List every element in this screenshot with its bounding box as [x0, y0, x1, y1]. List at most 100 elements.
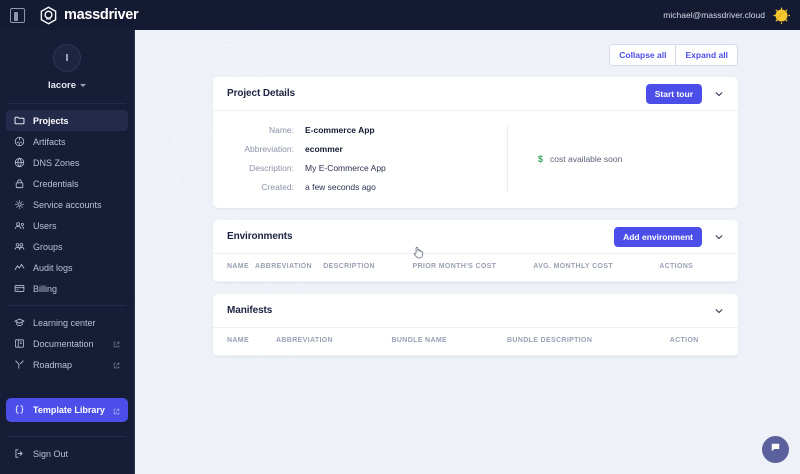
- body-row: I Iacore Projects Artifacts: [0, 30, 800, 474]
- lock-icon: [14, 178, 25, 189]
- project-details-card: Project Details Start tour Name: E-comme…: [213, 77, 738, 208]
- col-abbreviation: ABBREVIATION: [255, 254, 324, 282]
- chevron-down-icon[interactable]: [714, 89, 724, 99]
- start-tour-button[interactable]: Start tour: [645, 83, 702, 104]
- sidebar-item-label: Roadmap: [33, 359, 73, 370]
- chevron-down-icon[interactable]: [714, 232, 724, 242]
- sidebar-nav-primary: Projects Artifacts DNS Zones Credentials: [0, 110, 134, 299]
- expand-all-button[interactable]: Expand all: [675, 45, 737, 65]
- col-bundle-name: BUNDLE NAME: [391, 328, 507, 356]
- main-content: Collapse all Expand all Project Details …: [135, 30, 800, 474]
- user-avatar-icon[interactable]: [773, 6, 791, 25]
- col-bundle-description: BUNDLE DESCRIPTION: [507, 328, 670, 356]
- manifests-card: Manifests NAME ABBREVIATION BUNDLE NAME: [213, 294, 738, 356]
- environments-header: Environments Add environment: [213, 220, 738, 254]
- template-library-wrap: Template Library: [0, 398, 134, 422]
- sidebar-nav-secondary: Learning center Documentation Roadmap: [0, 312, 134, 375]
- manifests-table: NAME ABBREVIATION BUNDLE NAME BUNDLE DES…: [213, 328, 738, 356]
- sidebar-item-label: Sign Out: [33, 448, 69, 459]
- main-inner: Collapse all Expand all Project Details …: [135, 30, 800, 474]
- field-abbreviation: Abbreviation: ecommer: [227, 144, 507, 154]
- field-label: Abbreviation:: [244, 144, 294, 154]
- groups-icon: [14, 241, 25, 252]
- collapse-all-button[interactable]: Collapse all: [610, 45, 676, 65]
- sign-out-wrap: Sign Out: [0, 437, 134, 474]
- field-value: ecommer: [305, 144, 343, 154]
- sidebar-item-label: Learning center: [33, 317, 96, 328]
- sidebar-item-projects[interactable]: Projects: [6, 110, 128, 131]
- col-actions: ACTIONS: [659, 254, 738, 282]
- chevron-down-icon: [80, 84, 86, 87]
- field-name: Name: E-commerce App: [227, 125, 507, 135]
- book-icon: [14, 338, 25, 349]
- external-link-icon: [113, 340, 120, 348]
- roadmap-icon: [14, 359, 25, 370]
- cost-row: $ cost available soon: [538, 154, 622, 164]
- sidebar-item-label: Documentation: [33, 338, 94, 349]
- col-name: NAME: [213, 328, 276, 356]
- sidebar-item-label: Template Library: [33, 405, 105, 415]
- sidebar-item-label: Service accounts: [33, 199, 102, 210]
- sidebar-item-dns-zones[interactable]: DNS Zones: [6, 152, 128, 173]
- massdriver-logo-icon: [39, 5, 58, 25]
- sidebar-item-billing[interactable]: Billing: [6, 278, 128, 299]
- manifests-title: Manifests: [227, 305, 273, 316]
- top-bar: massdriver michael@massdriver.cloud: [0, 0, 800, 30]
- sidebar: I Iacore Projects Artifacts: [0, 30, 135, 474]
- field-value: E-commerce App: [305, 125, 375, 135]
- chat-widget-button[interactable]: [762, 436, 789, 463]
- chat-bubble-icon: [769, 441, 782, 459]
- sidebar-item-credentials[interactable]: Credentials: [6, 173, 128, 194]
- sidebar-item-users[interactable]: Users: [6, 215, 128, 236]
- field-value: a few seconds ago: [305, 182, 376, 192]
- project-details-body: Name: E-commerce App Abbreviation: ecomm…: [213, 111, 738, 208]
- environments-title: Environments: [227, 231, 293, 242]
- sidebar-item-label: Groups: [33, 241, 63, 252]
- topbar-right: michael@massdriver.cloud: [663, 6, 791, 25]
- brand-name: massdriver: [64, 7, 139, 23]
- sidebar-item-artifacts[interactable]: Artifacts: [6, 131, 128, 152]
- environments-table: NAME ABBREVIATION DESCRIPTION PRIOR MONT…: [213, 254, 738, 282]
- sidebar-item-service-accounts[interactable]: Service accounts: [6, 194, 128, 215]
- field-description: Description: My E-Commerce App: [227, 163, 507, 173]
- org-switcher[interactable]: Iacore: [48, 80, 86, 91]
- field-label: Name:: [268, 125, 294, 135]
- manifests-header: Manifests: [213, 294, 738, 328]
- environments-card: Environments Add environment NAME ABBREV…: [213, 220, 738, 282]
- sidebar-item-documentation[interactable]: Documentation: [6, 333, 128, 354]
- field-value: My E-Commerce App: [305, 163, 386, 173]
- col-action: ACTION: [669, 328, 738, 356]
- project-details-header: Project Details Start tour: [213, 77, 738, 111]
- brand-logo[interactable]: massdriver: [39, 5, 139, 25]
- card-icon: [14, 283, 25, 294]
- sidebar-collapse-icon[interactable]: [10, 7, 25, 23]
- collapse-expand-group: Collapse all Expand all: [609, 44, 738, 66]
- sidebar-item-roadmap[interactable]: Roadmap: [6, 354, 128, 375]
- org-block: I Iacore: [0, 44, 134, 91]
- org-avatar[interactable]: I: [53, 44, 81, 72]
- sidebar-item-template-library[interactable]: Template Library: [6, 398, 128, 422]
- robot-icon: [14, 199, 25, 210]
- sidebar-item-label: Billing: [33, 283, 58, 294]
- sidebar-divider-bottom: [8, 436, 126, 437]
- sidebar-item-audit-logs[interactable]: Audit logs: [6, 257, 128, 278]
- sidebar-item-learning-center[interactable]: Learning center: [6, 312, 128, 333]
- sidebar-divider-secondary: [8, 305, 126, 306]
- sidebar-item-label: DNS Zones: [33, 157, 80, 168]
- sidebar-item-label: Audit logs: [33, 262, 73, 273]
- user-email: michael@massdriver.cloud: [663, 10, 765, 20]
- sidebar-item-sign-out[interactable]: Sign Out: [6, 443, 128, 464]
- sidebar-item-label: Artifacts: [33, 136, 66, 147]
- chevron-down-icon[interactable]: [714, 306, 724, 316]
- sidebar-item-groups[interactable]: Groups: [6, 236, 128, 257]
- field-label: Description:: [249, 163, 294, 173]
- dollar-icon: $: [538, 153, 544, 164]
- add-environment-button[interactable]: Add environment: [614, 226, 702, 247]
- sidebar-item-label: Credentials: [33, 178, 79, 189]
- col-name: NAME: [213, 254, 255, 282]
- field-label: Created:: [261, 182, 294, 192]
- project-cost-panel: $ cost available soon: [507, 125, 738, 192]
- field-created: Created: a few seconds ago: [227, 182, 507, 192]
- braces-icon: [14, 404, 25, 417]
